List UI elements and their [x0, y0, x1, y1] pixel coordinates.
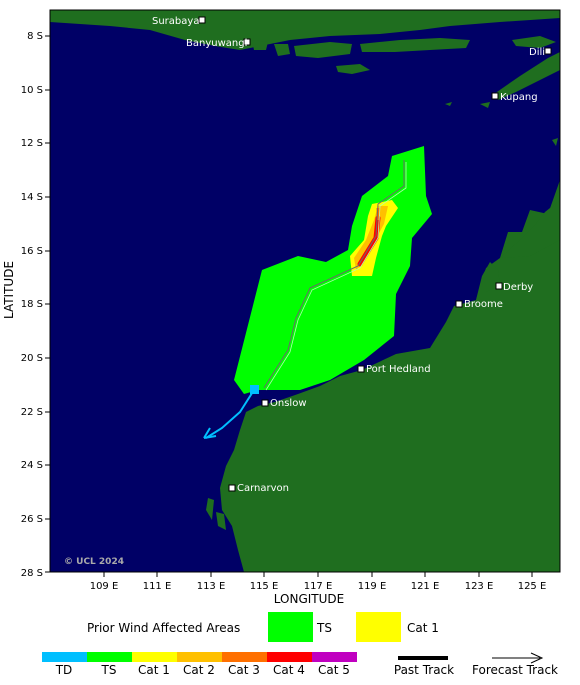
place-label: Banyuwangi	[186, 38, 247, 49]
port-hedland-marker	[357, 365, 365, 373]
x-axis: 109 E 111 E 113 E 115 E 117 E 119 E 121 …	[90, 572, 547, 592]
place-label: Surabaya	[152, 16, 199, 27]
kimberley-coast	[500, 200, 560, 258]
y-tick-label: 18 S	[21, 299, 43, 310]
scale-cat4-swatch	[267, 652, 312, 662]
credit-text: © UCL 2024	[64, 557, 124, 567]
place-label: Onslow	[270, 398, 307, 409]
bali-island	[252, 40, 268, 50]
x-tick-label: 115 E	[250, 581, 279, 592]
broome-marker	[455, 300, 463, 308]
legend-ts-label: TS	[316, 621, 332, 635]
x-tick-label: 117 E	[304, 581, 333, 592]
shark-bay-islands	[206, 498, 214, 520]
x-tick-label: 125 E	[518, 581, 547, 592]
scale-cat2-swatch	[177, 652, 222, 662]
place-label: Dili	[529, 47, 545, 58]
intensity-scale: TD TS Cat 1 Cat 2 Cat 3 Cat 4 Cat 5	[42, 652, 357, 677]
timor-island	[494, 52, 560, 100]
kupang-marker	[491, 92, 499, 100]
forecast-arrow-icon	[530, 652, 544, 664]
scale-ts-swatch	[87, 652, 132, 662]
flores-island	[360, 38, 470, 52]
td-marker	[250, 385, 259, 394]
forecast-track-label: Forecast Track	[472, 663, 558, 677]
forecast-arrowhead	[203, 427, 217, 439]
y-tick-label: 8 S	[27, 31, 43, 42]
sumba-island	[336, 64, 370, 74]
surabaya-marker	[198, 16, 206, 24]
forecast-track	[205, 389, 255, 439]
legend-cat1-swatch	[356, 612, 401, 642]
scale-cat5-swatch	[312, 652, 357, 662]
derby-marker	[495, 282, 503, 290]
place-markers	[198, 16, 552, 492]
plot-frame	[49, 9, 561, 573]
y-tick-label: 22 S	[21, 407, 43, 418]
y-axis-title: LATITUDE	[2, 261, 16, 319]
banyuwangi-marker	[243, 38, 251, 46]
lombok-island	[274, 44, 290, 56]
scale-label: Cat 4	[273, 663, 305, 677]
past-track-line	[263, 160, 405, 389]
x-tick-label: 123 E	[465, 581, 494, 592]
y-tick-label: 12 S	[21, 138, 43, 149]
sumbawa-island	[294, 42, 352, 58]
place-label: Kupang	[500, 92, 538, 103]
scale-label: Cat 2	[183, 663, 215, 677]
legend-ts-swatch	[268, 612, 313, 642]
place-label: Port Hedland	[366, 364, 431, 375]
place-label: Derby	[503, 282, 533, 293]
y-tick-label: 10 S	[21, 85, 43, 96]
scale-cat1-swatch	[132, 652, 177, 662]
past-track-line-inner	[265, 162, 407, 391]
scale-label: TD	[55, 663, 73, 677]
place-label: Carnarvon	[237, 483, 289, 494]
x-axis-title: LONGITUDE	[274, 592, 344, 606]
x-tick-label: 111 E	[143, 581, 172, 592]
dirk-hartog-island	[216, 512, 226, 530]
legend-cat1-label: Cat 1	[407, 621, 439, 635]
cat4-track-segment	[357, 215, 381, 267]
wetar-island	[512, 36, 556, 48]
place-label: Broome	[464, 299, 503, 310]
australia-mainland	[220, 180, 560, 572]
prior-wind-title: Prior Wind Affected Areas	[87, 621, 240, 635]
y-tick-label: 14 S	[21, 192, 43, 203]
onslow-marker	[261, 399, 269, 407]
dili-marker	[544, 47, 552, 55]
y-tick-label: 28 S	[21, 568, 43, 579]
java-island	[50, 10, 560, 50]
scale-label: TS	[101, 663, 117, 677]
x-tick-label: 119 E	[358, 581, 387, 592]
y-tick-label: 26 S	[21, 514, 43, 525]
scale-label: Cat 3	[228, 663, 260, 677]
past-track-label: Past Track	[394, 663, 454, 677]
savu-island	[445, 102, 452, 106]
x-tick-label: 109 E	[90, 581, 119, 592]
scale-label: Cat 1	[138, 663, 170, 677]
scale-cat3-swatch	[222, 652, 267, 662]
carnarvon-marker	[228, 484, 236, 492]
y-tick-label: 24 S	[21, 460, 43, 471]
rote-island	[480, 102, 490, 108]
scale-label: Cat 5	[318, 663, 350, 677]
x-tick-label: 113 E	[197, 581, 226, 592]
x-tick-label: 121 E	[411, 581, 440, 592]
dampier-peninsula	[476, 262, 500, 300]
y-tick-label: 16 S	[21, 246, 43, 257]
y-axis: 8 S 10 S 12 S 14 S 16 S 18 S 20 S 22 S 2…	[21, 31, 50, 579]
scale-td-swatch	[42, 652, 87, 662]
small-island	[552, 138, 558, 146]
y-tick-label: 20 S	[21, 353, 43, 364]
